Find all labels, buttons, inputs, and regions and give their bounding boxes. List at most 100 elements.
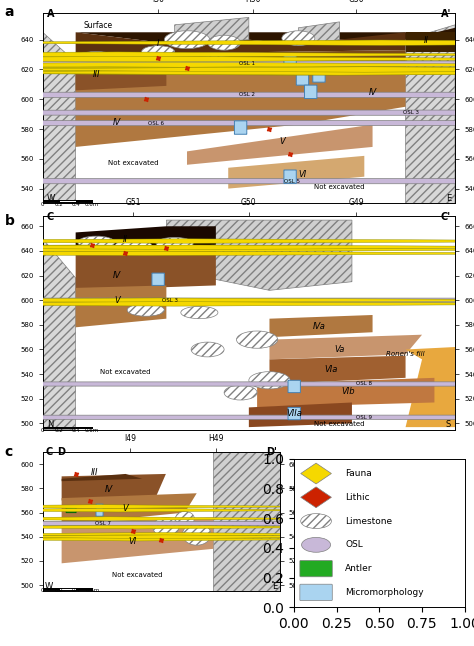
- Text: OSL 8: OSL 8: [356, 382, 372, 386]
- Text: Not excavated: Not excavated: [314, 183, 365, 190]
- FancyBboxPatch shape: [296, 72, 309, 85]
- Text: OSL 2: OSL 2: [238, 92, 255, 98]
- Ellipse shape: [153, 517, 179, 537]
- Text: VI: VI: [298, 170, 307, 179]
- Ellipse shape: [224, 385, 257, 400]
- Ellipse shape: [208, 36, 241, 50]
- Ellipse shape: [150, 57, 191, 72]
- FancyBboxPatch shape: [304, 85, 317, 99]
- FancyBboxPatch shape: [288, 408, 301, 420]
- Text: OSL 3: OSL 3: [162, 298, 178, 303]
- Ellipse shape: [249, 371, 290, 389]
- Ellipse shape: [301, 537, 330, 552]
- Text: D': D': [266, 446, 277, 457]
- Text: S: S: [446, 420, 451, 429]
- Text: C: C: [47, 212, 54, 222]
- Polygon shape: [174, 17, 249, 44]
- Ellipse shape: [282, 31, 315, 46]
- Ellipse shape: [175, 512, 194, 526]
- Text: A: A: [47, 10, 55, 19]
- Polygon shape: [62, 474, 142, 481]
- Ellipse shape: [182, 523, 211, 545]
- Text: VIIa: VIIa: [286, 409, 302, 418]
- Text: IV: IV: [105, 485, 113, 494]
- Ellipse shape: [181, 306, 218, 318]
- Polygon shape: [76, 55, 166, 90]
- Polygon shape: [0, 537, 386, 541]
- Polygon shape: [0, 302, 474, 306]
- Polygon shape: [0, 70, 474, 75]
- Polygon shape: [0, 251, 474, 256]
- Polygon shape: [269, 315, 373, 337]
- Text: IVa: IVa: [312, 322, 325, 331]
- Text: b: b: [5, 214, 15, 228]
- Ellipse shape: [0, 382, 474, 386]
- Text: 0.6m: 0.6m: [85, 589, 100, 594]
- FancyBboxPatch shape: [313, 68, 325, 82]
- Polygon shape: [301, 487, 331, 508]
- Ellipse shape: [0, 178, 474, 183]
- Ellipse shape: [156, 237, 193, 250]
- Ellipse shape: [237, 331, 278, 348]
- Polygon shape: [0, 247, 474, 252]
- Ellipse shape: [0, 121, 474, 126]
- Text: IV: IV: [113, 271, 121, 280]
- Text: C: C: [45, 446, 52, 457]
- Text: a: a: [5, 5, 14, 19]
- FancyBboxPatch shape: [284, 56, 296, 68]
- Polygon shape: [43, 32, 76, 203]
- Polygon shape: [43, 238, 76, 430]
- Ellipse shape: [107, 53, 160, 71]
- Text: W: W: [45, 581, 53, 590]
- Text: C': C': [441, 212, 451, 222]
- Text: OSL: OSL: [345, 540, 363, 549]
- Ellipse shape: [127, 304, 164, 317]
- Polygon shape: [0, 517, 358, 521]
- Text: Not excavated: Not excavated: [100, 369, 150, 375]
- Text: 0.4: 0.4: [71, 428, 80, 433]
- Text: 0: 0: [41, 428, 45, 433]
- Text: Surface: Surface: [84, 21, 113, 30]
- Text: OSL 6: OSL 6: [148, 121, 164, 125]
- Text: II: II: [424, 36, 428, 45]
- Text: VIa: VIa: [325, 365, 338, 373]
- Ellipse shape: [0, 61, 474, 66]
- Text: Micromorphology: Micromorphology: [345, 588, 424, 597]
- FancyBboxPatch shape: [66, 508, 76, 512]
- Polygon shape: [76, 226, 216, 251]
- Polygon shape: [0, 239, 474, 244]
- Text: VI: VI: [128, 537, 137, 546]
- Text: VIb: VIb: [341, 387, 355, 396]
- Ellipse shape: [191, 342, 224, 357]
- FancyBboxPatch shape: [284, 170, 296, 183]
- Text: E: E: [446, 194, 451, 202]
- Polygon shape: [0, 67, 474, 72]
- Polygon shape: [0, 535, 374, 539]
- Text: 0.2: 0.2: [55, 428, 64, 433]
- FancyBboxPatch shape: [300, 584, 332, 601]
- Text: Fauna: Fauna: [345, 469, 372, 478]
- Text: V: V: [279, 137, 285, 146]
- Text: Ronen's fill: Ronen's fill: [386, 351, 425, 357]
- Text: 0.6m: 0.6m: [85, 428, 99, 433]
- FancyBboxPatch shape: [288, 380, 301, 393]
- Text: 0.4: 0.4: [72, 589, 80, 594]
- Text: I: I: [157, 39, 159, 48]
- Text: Not excavated: Not excavated: [108, 160, 159, 166]
- Text: Limestone: Limestone: [345, 517, 392, 526]
- Polygon shape: [0, 532, 410, 536]
- FancyBboxPatch shape: [96, 504, 103, 516]
- Polygon shape: [298, 22, 339, 44]
- Text: A': A': [440, 10, 451, 19]
- Polygon shape: [0, 525, 386, 529]
- Text: 0.2: 0.2: [55, 202, 64, 207]
- Ellipse shape: [0, 521, 474, 526]
- Polygon shape: [0, 245, 474, 249]
- Text: 0.6m: 0.6m: [85, 202, 99, 207]
- Polygon shape: [406, 25, 455, 203]
- Text: Antler: Antler: [345, 564, 373, 573]
- Ellipse shape: [195, 56, 237, 68]
- Text: III: III: [91, 468, 99, 477]
- Polygon shape: [76, 32, 406, 55]
- Polygon shape: [76, 67, 406, 147]
